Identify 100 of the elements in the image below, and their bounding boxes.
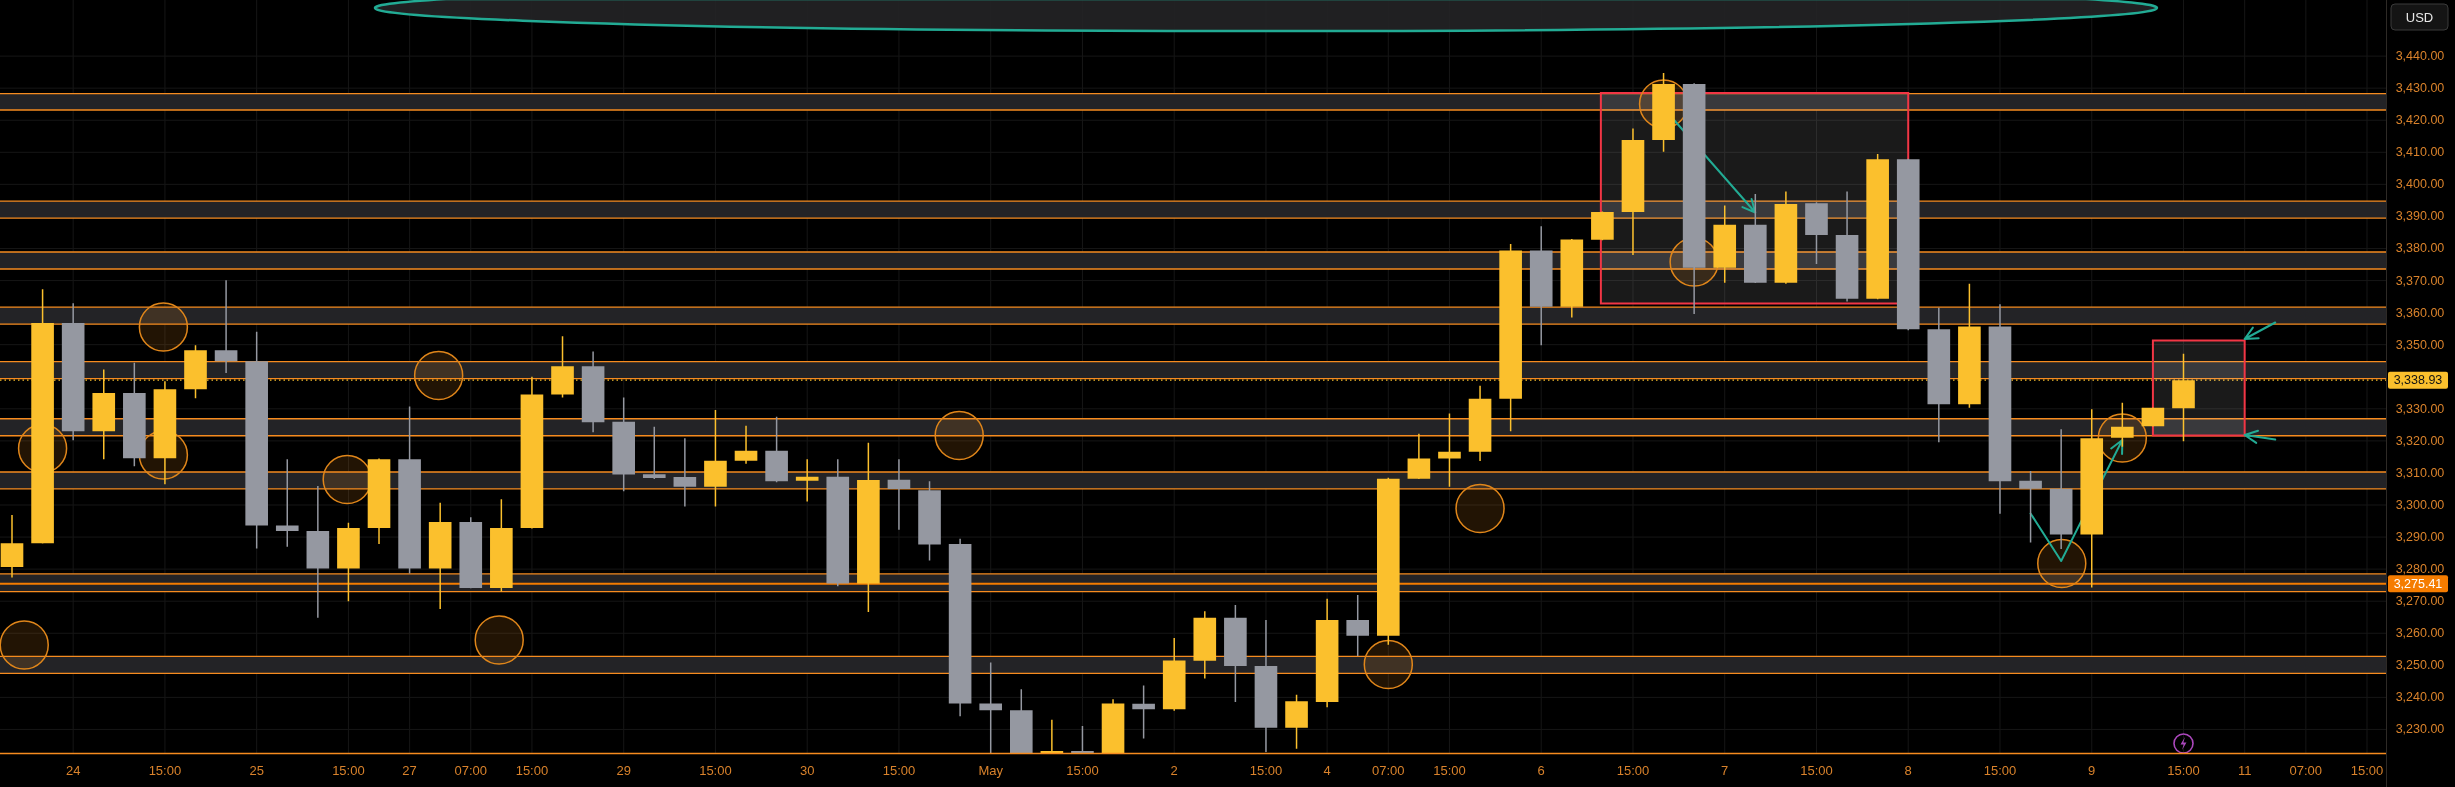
candlestick (245, 331, 268, 549)
candlestick (1713, 205, 1737, 283)
candlestick (520, 376, 544, 529)
candlestick (2141, 407, 2165, 427)
candlestick (2080, 409, 2104, 588)
x-tick-label: 07:00 (1372, 762, 1405, 778)
candlestick (1346, 595, 1370, 657)
candlestick (398, 406, 421, 574)
ref-line-label: 3,275.41 (2393, 576, 2443, 591)
candlestick (918, 481, 941, 561)
x-tick-label: 15:00 (1800, 762, 1833, 778)
y-tick-label: 3,270.00 (2395, 594, 2445, 609)
x-tick-label: 25 (249, 762, 264, 778)
candlestick (0, 514, 24, 578)
candlestick (1407, 433, 1431, 480)
x-tick-label: May (978, 762, 1004, 778)
x-tick-label: 15:00 (332, 762, 365, 778)
candlestick (1009, 689, 1033, 754)
candlestick (948, 538, 972, 717)
candlestick (765, 416, 788, 483)
x-tick-label: 9 (2088, 762, 2096, 778)
x-tick-label: 15:00 (1433, 762, 1466, 778)
y-tick-label: 3,440.00 (2395, 49, 2445, 64)
x-tick-label: 15:00 (699, 762, 732, 778)
y-tick-label: 3,240.00 (2395, 690, 2445, 705)
x-tick-label: 6 (1537, 762, 1545, 778)
x-tick-label: 15:00 (2167, 762, 2200, 778)
candlestick (1529, 226, 1553, 346)
y-tick-label: 3,280.00 (2395, 562, 2445, 577)
candlestick (1896, 158, 1920, 331)
candlestick (367, 458, 391, 545)
candlestick (612, 397, 635, 492)
y-tick-label: 3,320.00 (2395, 433, 2445, 448)
candlestick (337, 522, 360, 602)
y-tick-label: 3,250.00 (2395, 658, 2445, 673)
candlestick (123, 362, 146, 467)
y-tick-label: 3,300.00 (2395, 498, 2445, 513)
x-tick-label: 7 (1721, 762, 1729, 778)
candlestick (1224, 605, 1247, 702)
candlestick (857, 442, 880, 613)
candlestick (490, 499, 513, 592)
candlestick (1866, 153, 1889, 300)
candlestick (795, 459, 819, 502)
candlestick (1254, 620, 1278, 752)
candlestick (887, 459, 911, 530)
candlestick (581, 351, 605, 433)
candlestick (153, 381, 177, 485)
y-tick-label: 3,360.00 (2395, 305, 2445, 320)
candlestick (92, 369, 116, 460)
candlestick (1835, 191, 1859, 302)
candlestick (1621, 128, 1645, 255)
x-tick-label: 29 (616, 762, 631, 778)
y-tick-label: 3,330.00 (2395, 401, 2445, 416)
candlestick (459, 517, 483, 589)
candlestick (1652, 73, 1675, 152)
y-tick-label: 3,430.00 (2395, 81, 2445, 96)
x-tick-label: 15:00 (1616, 762, 1650, 778)
y-tick-label: 3,260.00 (2395, 626, 2445, 641)
x-tick-label: 15:00 (1066, 762, 1099, 778)
x-tick-label: 30 (799, 762, 815, 778)
candlestick (1193, 611, 1217, 679)
candlestick (1285, 694, 1308, 749)
x-tick-label: 07:00 (454, 762, 488, 778)
candlestick (826, 459, 850, 587)
y-tick-label: 3,350.00 (2395, 337, 2445, 352)
x-tick-label: 4 (1323, 762, 1331, 778)
y-tick-label: 3,380.00 (2395, 241, 2445, 256)
candlestick (1162, 638, 1186, 711)
x-tick-label: 8 (1904, 762, 1912, 778)
candlestick (1040, 719, 1064, 754)
candlestick (1468, 385, 1492, 462)
candlestick (1560, 238, 1584, 318)
candlestick (1927, 307, 1951, 443)
candlestick (704, 410, 727, 507)
y-tick-label: 3,310.00 (2395, 465, 2445, 480)
x-tick-label: 15:00 (1983, 762, 2017, 778)
candlestick (1682, 83, 1706, 314)
candlestick (734, 425, 758, 464)
candlestick (214, 280, 238, 373)
candlestick (306, 486, 330, 618)
candlestick (1988, 304, 2012, 514)
y-tick-label: 3,420.00 (2395, 113, 2445, 128)
candlestick (428, 502, 452, 609)
candlestick (61, 303, 85, 441)
y-tick-label: 3,370.00 (2395, 273, 2445, 288)
candlestick (2111, 402, 2134, 447)
x-tick-label: 15:00 (515, 762, 549, 778)
candlestick (1805, 202, 1828, 264)
y-tick-label: 3,290.00 (2395, 530, 2445, 545)
x-tick-label: 24 (65, 762, 81, 778)
candlestick (673, 438, 697, 507)
candlestick (1376, 477, 1400, 645)
candlestick (1591, 211, 1614, 241)
x-tick-label: 15:00 (882, 762, 916, 778)
y-axis-title: USD (2405, 9, 2434, 25)
x-tick-label: 2 (1170, 762, 1178, 778)
x-tick-label: 27 (402, 762, 417, 778)
y-tick-label: 3,410.00 (2395, 145, 2445, 160)
y-tick-label: 3,400.00 (2395, 177, 2445, 192)
candlestick (1101, 699, 1125, 754)
